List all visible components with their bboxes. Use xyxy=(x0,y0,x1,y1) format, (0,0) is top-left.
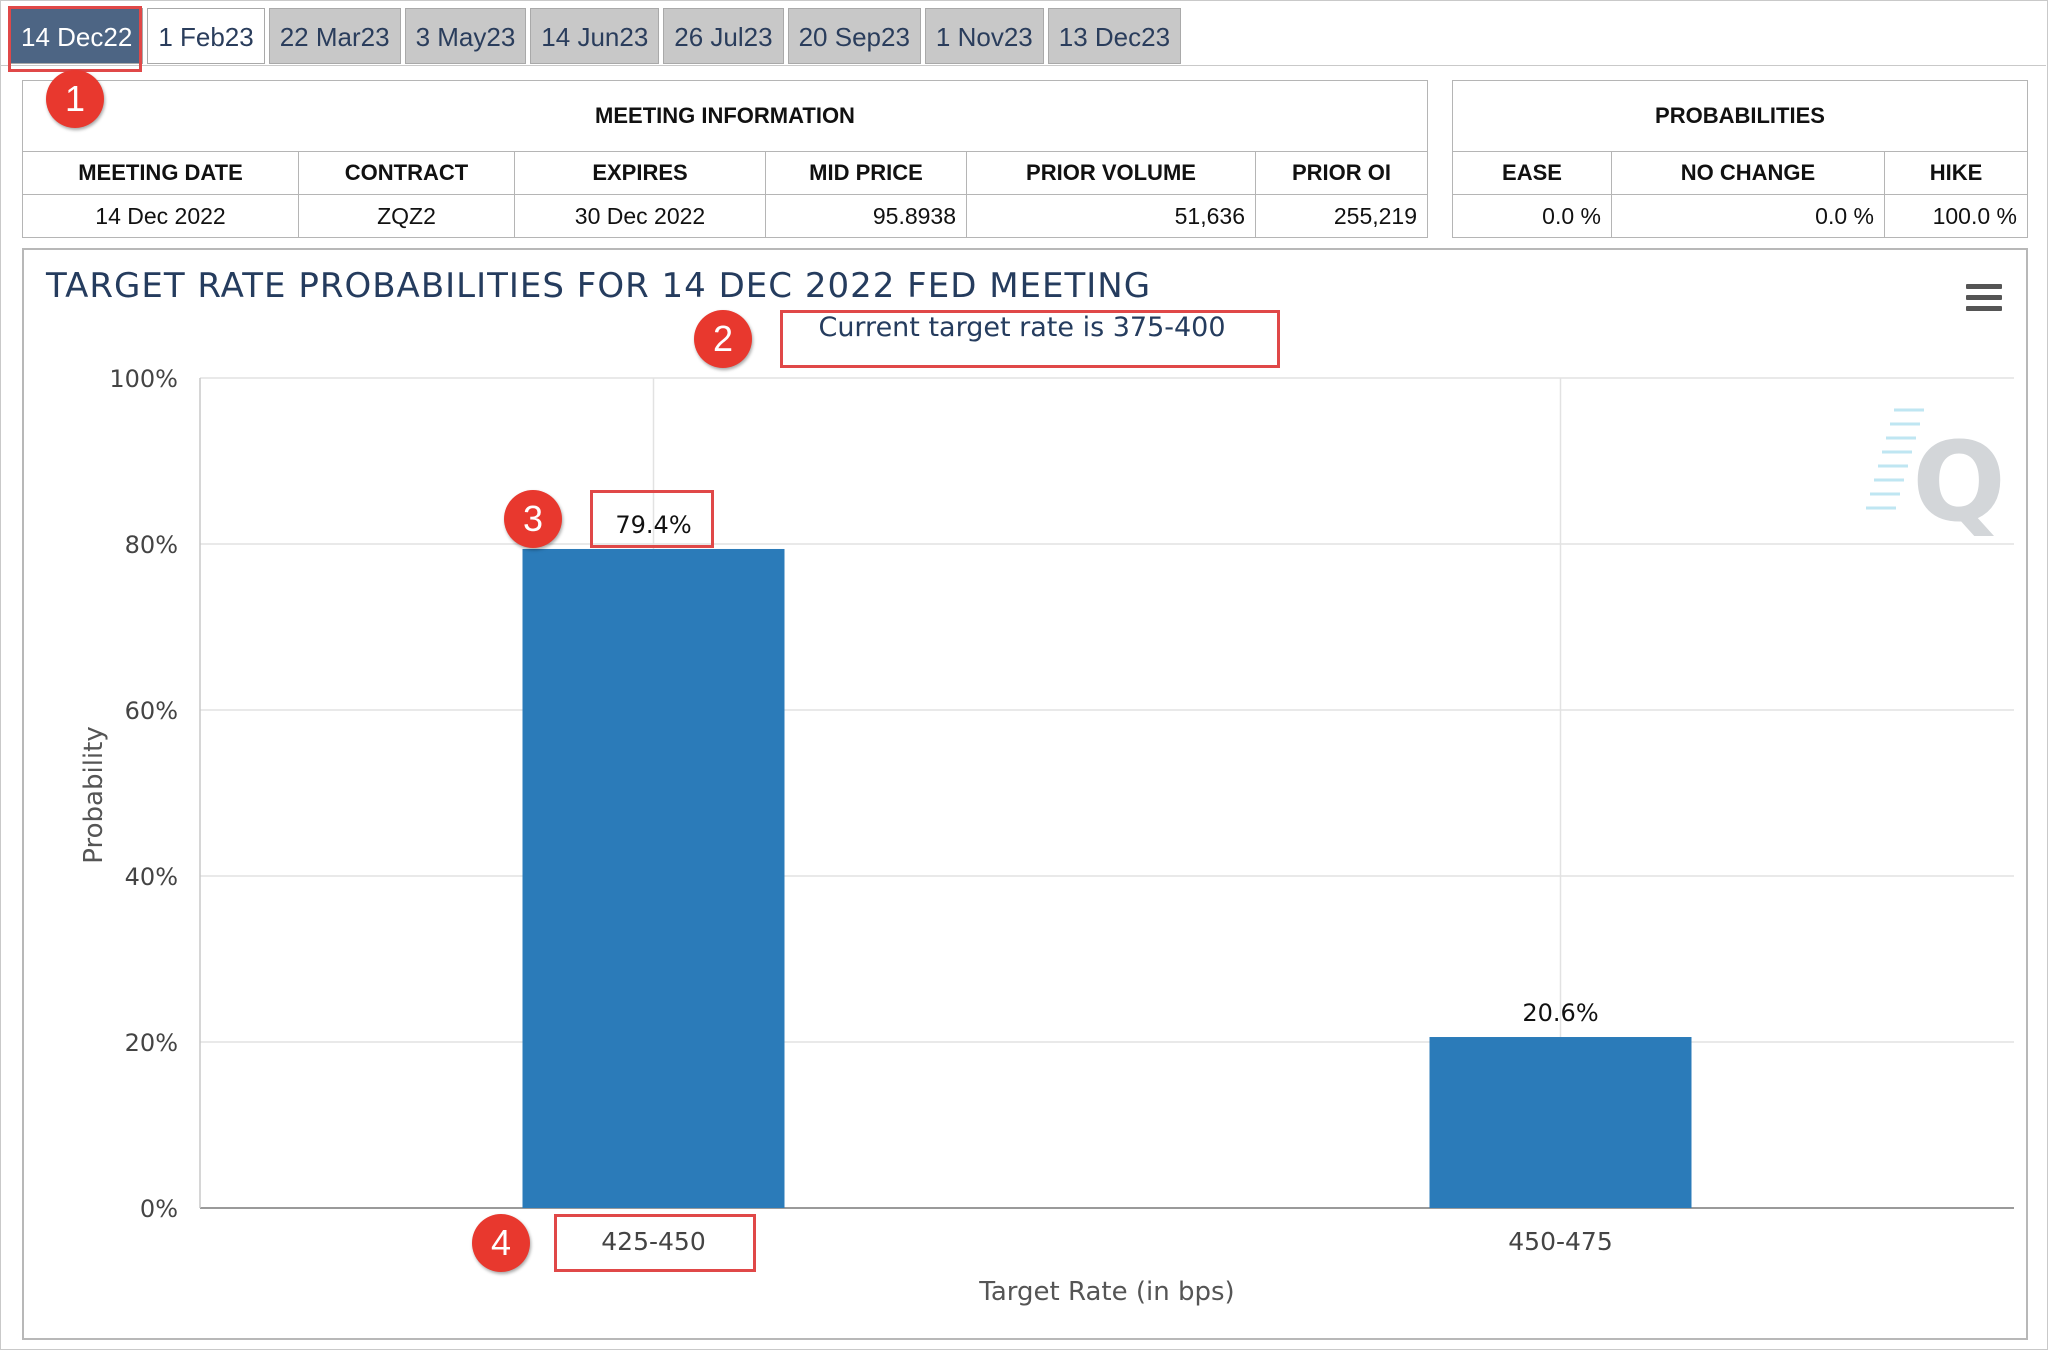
annotation-marker-2: 2 xyxy=(694,310,752,368)
y-axis-title: Probability xyxy=(79,726,109,863)
meeting-tabs: 14 Dec22 1 Feb23 22 Mar23 3 May23 14 Jun23 26… xyxy=(10,8,1182,66)
chart-subtitle: Current target rate is 375-400 xyxy=(818,312,1225,343)
tab-meeting-1[interactable]: 14 Dec22 xyxy=(10,8,144,64)
bar-chart: Q 0% 20% 40% 60% 80% 100% 79.4% 425-450 20.6% 450… xyxy=(79,312,2014,1307)
annotation-marker-3: 3 xyxy=(504,490,562,548)
cell-no-change: 0.0 % xyxy=(1611,194,1885,238)
meeting-info-title: MEETING INFORMATION xyxy=(22,80,1428,152)
y-tick-label: 0% xyxy=(140,1195,178,1223)
tab-meeting-2[interactable]: 1 Feb23 xyxy=(147,8,265,64)
header-prior-oi: PRIOR OI xyxy=(1255,151,1428,195)
y-tick-label: 80% xyxy=(125,531,178,559)
annotation-marker-1: 1 xyxy=(46,70,104,128)
bar-425-450[interactable] xyxy=(522,548,785,1208)
bar-450-475[interactable] xyxy=(1429,1037,1692,1208)
tab-meeting-8[interactable]: 1 Nov23 xyxy=(924,8,1044,64)
cell-prior-volume: 51,636 xyxy=(966,194,1256,238)
header-hike: HIKE xyxy=(1884,151,2028,195)
chart-menu-icon[interactable] xyxy=(1966,284,2002,312)
probabilities-row: 0.0 % 0.0 % 100.0 % xyxy=(1452,194,2028,238)
header-contract: CONTRACT xyxy=(298,151,515,195)
bar-data-label: 20.6% xyxy=(1522,999,1598,1027)
annotation-marker-4: 4 xyxy=(472,1214,530,1272)
highlight-category-box xyxy=(554,1214,756,1272)
highlight-tab-box xyxy=(8,6,142,72)
cell-expires: 30 Dec 2022 xyxy=(514,194,766,238)
tab-meeting-4[interactable]: 3 May23 xyxy=(404,8,527,64)
y-tick-label: 100% xyxy=(109,365,178,393)
cell-hike: 100.0 % xyxy=(1884,194,2028,238)
header-expires: EXPIRES xyxy=(514,151,766,195)
x-tick-label: 425-450 xyxy=(601,1227,705,1256)
meeting-info-table: MEETING INFORMATION MEETING DATE CONTRAC… xyxy=(22,80,1428,238)
cell-prior-oi: 255,219 xyxy=(1255,194,1428,238)
header-no-change: NO CHANGE xyxy=(1611,151,1885,195)
watermark-letter: Q xyxy=(1912,418,2006,546)
probabilities-title: PROBABILITIES xyxy=(1452,80,2028,152)
y-tick-label: 20% xyxy=(125,1029,178,1057)
highlight-value-box xyxy=(590,490,714,548)
y-tick-label: 40% xyxy=(125,863,178,891)
header-prior-volume: PRIOR VOLUME xyxy=(966,151,1256,195)
meeting-info-row: 14 Dec 2022 ZQZ2 30 Dec 2022 95.8938 51,… xyxy=(22,194,1428,238)
header-ease: EASE xyxy=(1452,151,1612,195)
tab-meeting-3[interactable]: 22 Mar23 xyxy=(268,8,401,64)
x-tick-label: 450-475 xyxy=(1508,1227,1612,1256)
probabilities-table: PROBABILITIES EASE NO CHANGE HIKE 0.0 % … xyxy=(1452,80,2028,238)
tab-meeting-9[interactable]: 13 Dec23 xyxy=(1047,8,1182,64)
bar-data-label: 79.4% xyxy=(615,511,691,539)
x-axis-title: Target Rate (in bps) xyxy=(978,1277,1234,1307)
header-meeting-date: MEETING DATE xyxy=(22,151,299,195)
highlight-subtitle-box xyxy=(780,310,1280,368)
tab-meeting-5[interactable]: 14 Jun23 xyxy=(530,8,660,64)
tab-meeting-6[interactable]: 26 Jul23 xyxy=(663,8,784,64)
tabs-divider xyxy=(0,65,2046,66)
chart-panel: TARGET RATE PROBABILITIES FOR 14 DEC 202… xyxy=(22,248,2028,1340)
tab-meeting-7[interactable]: 20 Sep23 xyxy=(787,8,921,64)
cell-meeting-date: 14 Dec 2022 xyxy=(22,194,299,238)
cell-ease: 0.0 % xyxy=(1452,194,1612,238)
chart-title: TARGET RATE PROBABILITIES FOR 14 DEC 202… xyxy=(46,266,1152,306)
header-mid-price: MID PRICE xyxy=(765,151,967,195)
cell-mid-price: 95.8938 xyxy=(765,194,967,238)
q-watermark-icon: Q xyxy=(1866,408,2006,546)
cell-contract: ZQZ2 xyxy=(298,194,515,238)
y-tick-label: 60% xyxy=(125,697,178,725)
